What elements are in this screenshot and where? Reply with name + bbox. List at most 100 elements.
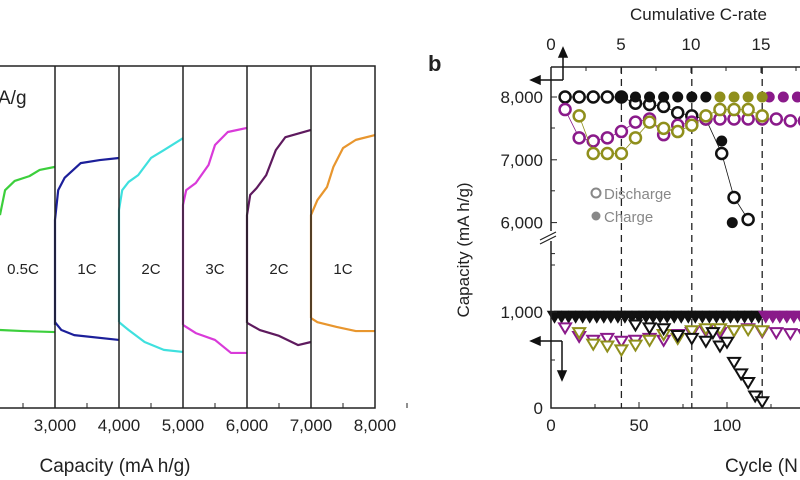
- segment-label: 1C: [77, 261, 96, 278]
- current-density-text: A/g: [0, 88, 27, 109]
- point-upper-purple-discharge: [614, 124, 629, 139]
- legend-discharge-marker: [590, 187, 602, 199]
- point-upper-olive-charge: [742, 91, 754, 103]
- panel-b-top-xlabel: Cumulative C-rate: [630, 5, 767, 24]
- point-upper-olive-discharge: [628, 131, 643, 145]
- curve-discharge-1: [54, 321, 120, 342]
- point-upper-olive-discharge: [642, 115, 657, 129]
- point-upper-purple-charge: [777, 91, 789, 103]
- x-tick-label: 50: [630, 416, 649, 435]
- point-upper-purple-discharge: [600, 131, 615, 145]
- point-lower-purple: [793, 310, 800, 323]
- point-lower-black: [698, 335, 714, 349]
- point-lower-olive: [585, 338, 602, 352]
- y-tick-label-lower: 1,000: [500, 303, 543, 322]
- point-lower-black: [641, 322, 658, 336]
- curve-charge-0: [0, 165, 56, 216]
- point-lower-black: [712, 340, 728, 354]
- segment-label: 2C: [141, 261, 160, 278]
- point-upper-olive-charge: [728, 91, 740, 103]
- point-lower-black: [733, 368, 749, 382]
- x-tick-label: 100: [713, 416, 741, 435]
- curve-charge-3: [181, 126, 248, 325]
- x-tick-label: 8,000: [354, 416, 397, 435]
- point-upper-olive-discharge: [685, 118, 699, 133]
- x-tick-label: 5,000: [162, 416, 205, 435]
- segment-label: 1C: [333, 261, 352, 278]
- point-upper-olive-discharge: [614, 146, 629, 161]
- point-upper-black-discharge: [600, 90, 615, 104]
- point-upper-black-discharge: [741, 212, 755, 227]
- point-lower-olive: [684, 325, 700, 339]
- point-upper-black-discharge: [558, 90, 572, 104]
- point-upper-olive-discharge: [670, 124, 685, 139]
- point-upper-black-charge: [658, 91, 670, 103]
- curve-discharge-3: [182, 323, 247, 355]
- point-lower-black: [740, 377, 756, 390]
- point-upper-black-charge: [700, 91, 712, 103]
- point-lower-olive: [726, 325, 742, 339]
- point-lower-purple: [768, 327, 785, 341]
- point-upper-black-discharge: [656, 99, 671, 114]
- y-tick-label-lower: 0: [534, 399, 543, 418]
- curve-charge-5: [309, 134, 376, 319]
- top-x-tick-label: 5: [616, 35, 625, 54]
- point-lower-purple: [557, 322, 573, 336]
- legend: Discharge Charge: [590, 186, 672, 226]
- panel-a-xlabel: Capacity (mA h/g): [40, 456, 191, 477]
- point-upper-black-discharge: [714, 146, 729, 161]
- point-upper-purple-charge: [791, 91, 800, 103]
- point-lower-purple: [599, 332, 616, 346]
- point-upper-black-charge: [629, 91, 641, 103]
- point-upper-purple-discharge: [572, 131, 586, 145]
- x-tick-label: 6,000: [226, 416, 269, 435]
- point-upper-black-charge: [686, 91, 698, 103]
- legend-charge-marker: [591, 211, 601, 221]
- point-upper-olive-discharge: [727, 102, 741, 117]
- point-lower-black: [754, 396, 770, 410]
- x-tick-label: 3,000: [34, 416, 77, 435]
- legend-charge-label: Charge: [604, 209, 653, 226]
- curve-discharge-2: [118, 321, 184, 354]
- point-lower-olive: [740, 324, 756, 338]
- point-lower-olive: [641, 334, 658, 348]
- top-x-tick-label: 15: [752, 35, 771, 54]
- y-tick-label-upper: 8,000: [500, 88, 543, 107]
- point-upper-black-charge: [716, 135, 728, 147]
- point-lower-black: [726, 356, 742, 370]
- y-tick-label-upper: 6,000: [500, 214, 543, 233]
- curve-discharge-0: [0, 328, 56, 334]
- point-upper-black-charge: [644, 91, 656, 103]
- segment-label: 3C: [205, 261, 224, 278]
- point-lower-olive: [613, 344, 630, 358]
- point-lower-black: [669, 330, 686, 343]
- point-upper-olive-discharge: [713, 102, 727, 117]
- axis-break-icon: [539, 231, 557, 245]
- point-lower-black: [655, 323, 672, 337]
- panel-b-xlabel: Cycle (N: [725, 456, 798, 477]
- point-upper-purple-discharge: [628, 115, 643, 129]
- point-lower-black: [627, 319, 644, 333]
- point-upper-olive-discharge: [699, 109, 713, 123]
- x-tick-label: 4,000: [98, 416, 141, 435]
- point-upper-black-charge: [726, 217, 738, 229]
- point-lower-black: [705, 327, 721, 341]
- upper-axis-arrow-icon: [529, 46, 569, 86]
- point-lower-olive: [571, 327, 587, 341]
- curve-charge-1: [53, 156, 120, 325]
- point-upper-olive-discharge: [656, 121, 671, 136]
- point-lower-olive: [599, 340, 616, 354]
- point-upper-purple-discharge: [783, 114, 798, 128]
- point-upper-olive-charge: [714, 91, 726, 103]
- point-lower-black: [684, 332, 700, 346]
- curve-charge-4: [245, 128, 312, 323]
- top-x-tick-label: 10: [682, 35, 701, 54]
- point-upper-olive-charge: [756, 91, 768, 103]
- point-lower-purple: [782, 328, 799, 342]
- x-tick-label: 0: [546, 416, 555, 435]
- point-upper-black-charge: [672, 91, 684, 103]
- panel-a-frame: [0, 65, 376, 409]
